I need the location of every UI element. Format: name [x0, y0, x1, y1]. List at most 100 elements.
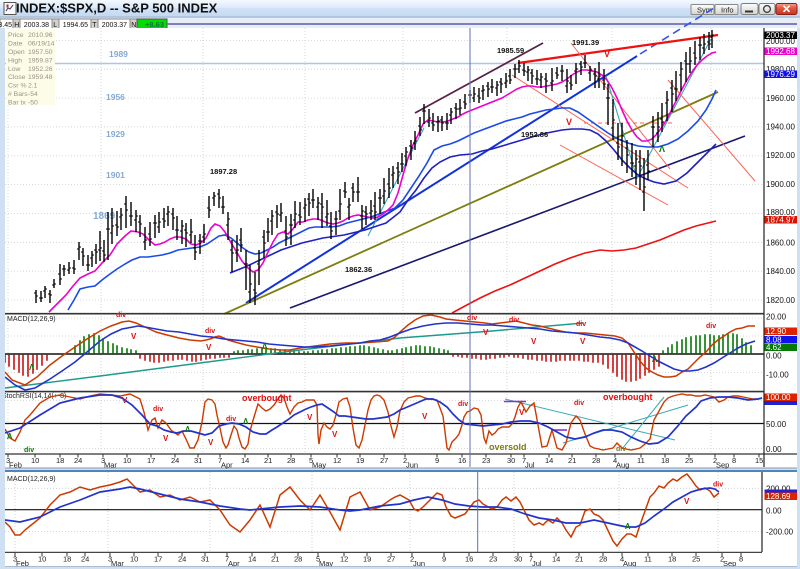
svg-text:V: V: [122, 396, 128, 405]
svg-text:27: 27: [387, 555, 395, 564]
svg-text:12: 12: [333, 456, 341, 465]
svg-text:3.45: 3.45: [0, 22, 12, 29]
svg-text:18: 18: [63, 555, 71, 564]
svg-text:11: 11: [637, 456, 645, 465]
svg-text:5: 5: [309, 456, 313, 465]
svg-text:div: div: [116, 312, 126, 319]
svg-text:Feb: Feb: [9, 461, 22, 470]
svg-text:Λ: Λ: [185, 425, 191, 434]
svg-text:31: 31: [194, 456, 202, 465]
svg-text:8.08: 8.08: [766, 335, 782, 344]
svg-text:L: L: [53, 22, 57, 29]
svg-text:06/19/14: 06/19/14: [28, 41, 55, 48]
svg-text:Jul: Jul: [532, 559, 542, 568]
svg-text:V: V: [580, 337, 586, 346]
svg-text:Jun: Jun: [406, 461, 418, 470]
svg-text:div: div: [574, 400, 584, 407]
svg-text:14: 14: [241, 456, 249, 465]
svg-text:div: div: [226, 416, 236, 423]
svg-text:1860.00: 1860.00: [766, 239, 795, 248]
svg-text:1874.97: 1874.97: [766, 215, 795, 224]
svg-text:2010.96: 2010.96: [28, 32, 53, 39]
svg-text:Λ: Λ: [262, 342, 268, 351]
svg-text:3: 3: [6, 456, 10, 465]
svg-text:div: div: [153, 406, 163, 413]
svg-text:28: 28: [599, 555, 607, 564]
svg-text:1929: 1929: [106, 129, 125, 139]
svg-text:div: div: [205, 328, 215, 335]
svg-text:100.00: 100.00: [766, 393, 791, 402]
svg-text:Apr: Apr: [228, 559, 240, 568]
svg-text:7: 7: [529, 555, 533, 564]
svg-text:V: V: [422, 412, 428, 421]
svg-text:1920.00: 1920.00: [766, 151, 795, 160]
svg-text:div: div: [24, 447, 34, 454]
svg-text:7: 7: [218, 456, 222, 465]
svg-text:+8.63: +8.63: [145, 20, 164, 29]
svg-text:2003.38: 2003.38: [24, 22, 49, 29]
svg-text:23: 23: [482, 456, 490, 465]
svg-text:7: 7: [522, 456, 526, 465]
svg-text:8: 8: [732, 456, 736, 465]
svg-text:Close: Close: [8, 74, 26, 81]
svg-text:V: V: [332, 430, 338, 439]
svg-text:1901: 1901: [106, 170, 125, 180]
svg-text:1880.00: 1880.00: [766, 208, 795, 217]
svg-text:Λ: Λ: [29, 363, 35, 372]
svg-text:May: May: [312, 461, 326, 470]
svg-text:17: 17: [147, 456, 155, 465]
svg-text:9: 9: [435, 456, 439, 465]
svg-text:Λ: Λ: [7, 432, 13, 441]
svg-text:1840.00: 1840.00: [766, 267, 795, 276]
svg-text:14: 14: [248, 555, 256, 564]
svg-text:4.62: 4.62: [766, 343, 782, 352]
svg-text:V: V: [208, 438, 214, 447]
svg-text:Csr %: Csr %: [8, 83, 27, 90]
svg-text:2: 2: [403, 456, 407, 465]
svg-text:Mar: Mar: [104, 461, 117, 470]
svg-text:2003.37: 2003.37: [102, 22, 127, 29]
svg-text:24: 24: [81, 555, 89, 564]
svg-text:50.00: 50.00: [766, 420, 787, 429]
svg-text:div: div: [576, 321, 586, 328]
svg-text:INDEX:$SPX,D -- S&P 500 INDEX: INDEX:$SPX,D -- S&P 500 INDEX: [16, 1, 218, 16]
svg-text:10: 10: [123, 456, 131, 465]
svg-text:24: 24: [74, 456, 82, 465]
svg-text:1869: 1869: [93, 211, 116, 222]
svg-text:V: V: [131, 332, 137, 341]
svg-text:div: div: [509, 317, 519, 324]
svg-text:Price: Price: [8, 32, 24, 39]
svg-text:Aug: Aug: [616, 461, 629, 470]
svg-text:30: 30: [507, 456, 515, 465]
svg-text:11: 11: [644, 555, 652, 564]
svg-text:Info: Info: [721, 6, 734, 15]
svg-text:1992.68: 1992.68: [766, 47, 795, 56]
svg-text:23: 23: [489, 555, 497, 564]
svg-text:2003.37: 2003.37: [766, 31, 795, 40]
svg-text:V: V: [566, 117, 572, 127]
svg-text:25: 25: [692, 555, 700, 564]
svg-text:V: V: [483, 328, 489, 337]
svg-text:18: 18: [661, 456, 669, 465]
svg-text:1980.00: 1980.00: [766, 65, 795, 74]
svg-text:2.1: 2.1: [28, 83, 38, 90]
svg-text:3: 3: [108, 555, 112, 564]
svg-text:10: 10: [130, 555, 138, 564]
svg-text:1994.65: 1994.65: [63, 22, 88, 29]
svg-text:9: 9: [442, 555, 446, 564]
svg-text:14: 14: [552, 555, 560, 564]
svg-text:28: 28: [294, 555, 302, 564]
svg-text:10: 10: [31, 456, 39, 465]
svg-text:1959.48: 1959.48: [28, 74, 53, 81]
svg-text:Low: Low: [8, 66, 21, 73]
svg-text:Jun: Jun: [413, 559, 425, 568]
svg-text:div: div: [458, 401, 468, 408]
svg-text:div: div: [706, 323, 716, 330]
svg-text:1900.00: 1900.00: [766, 180, 795, 189]
svg-text:128.69: 128.69: [766, 492, 791, 501]
svg-text:1976.29: 1976.29: [766, 70, 795, 79]
svg-text:5: 5: [316, 555, 320, 564]
svg-text:18: 18: [668, 555, 676, 564]
svg-text:12: 12: [340, 555, 348, 564]
svg-text:24: 24: [171, 456, 179, 465]
